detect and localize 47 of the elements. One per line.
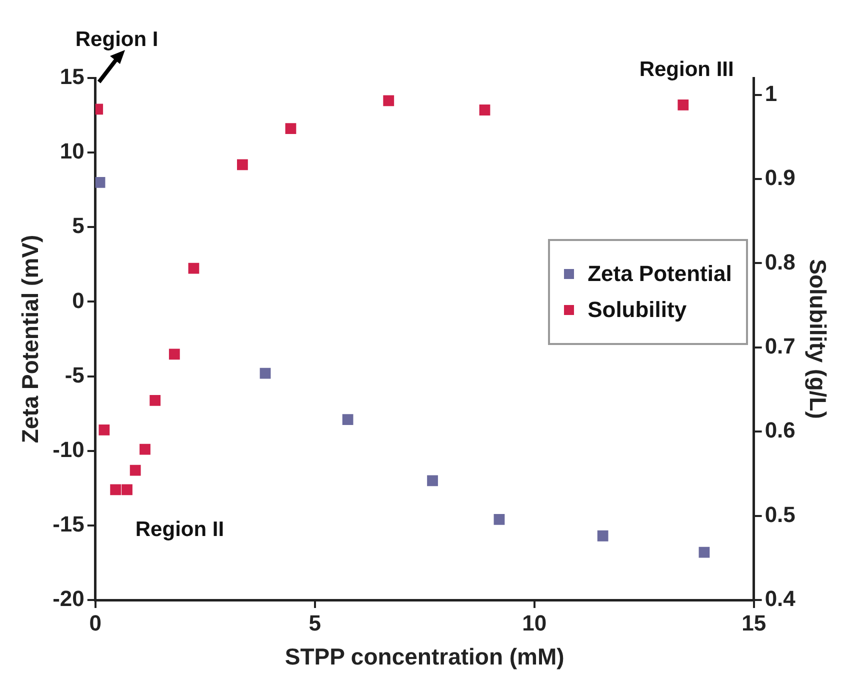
- point: [285, 123, 296, 134]
- point: [168, 348, 180, 360]
- point: [150, 395, 161, 406]
- text: Region I: [75, 28, 158, 51]
- y-tick-label: 10: [60, 138, 84, 164]
- y-axis-title: Zeta Potential (mV): [17, 234, 44, 444]
- y2-tick-label: 0.6: [764, 418, 796, 443]
- y2-tick-label: 0.8: [764, 249, 796, 274]
- x-tick-label: 0: [89, 610, 102, 636]
- y-tick-label: 5: [72, 213, 84, 238]
- legend-label: Zeta Potential: [588, 261, 732, 287]
- point: [383, 95, 394, 106]
- point: [597, 530, 608, 542]
- point: [427, 475, 438, 486]
- point: [110, 484, 122, 496]
- x-tick-label: 15: [742, 610, 766, 636]
- point: [122, 484, 132, 496]
- point: [236, 159, 248, 170]
- point: [95, 176, 106, 188]
- point: [698, 546, 710, 558]
- y-tick-label: -5: [64, 362, 84, 388]
- point: [494, 514, 505, 525]
- point: [678, 99, 689, 110]
- x-tick-label: 10: [522, 610, 547, 636]
- y2-tick-label: 1: [764, 80, 778, 106]
- y-tick-label: 0: [72, 288, 84, 313]
- y-tick-label: 15: [60, 64, 84, 90]
- point: [140, 444, 150, 455]
- y2-tick-label: 0.4: [764, 586, 796, 612]
- annotation: Region III: [639, 58, 734, 81]
- point: [188, 262, 200, 274]
- point: [260, 368, 271, 379]
- x-tick-label: 5: [308, 610, 321, 636]
- y2-axis-title: Solubility (g/L): [804, 259, 831, 419]
- x-axis-title: STPP concentration (mM): [284, 644, 564, 670]
- point: [479, 104, 490, 116]
- point: [342, 414, 354, 425]
- annotation: Region II: [135, 518, 224, 541]
- y2-tick-label: 0.7: [764, 333, 796, 358]
- y-tick-label: -15: [52, 511, 84, 536]
- y2-tick-label: 0.9: [764, 165, 796, 190]
- y-tick-label: -20: [52, 586, 84, 612]
- legend-label: Solubility: [588, 297, 687, 323]
- point: [130, 464, 141, 476]
- y2-tick-label: 0.5: [764, 502, 796, 527]
- point: [98, 424, 110, 436]
- y-tick-label: -10: [52, 436, 84, 462]
